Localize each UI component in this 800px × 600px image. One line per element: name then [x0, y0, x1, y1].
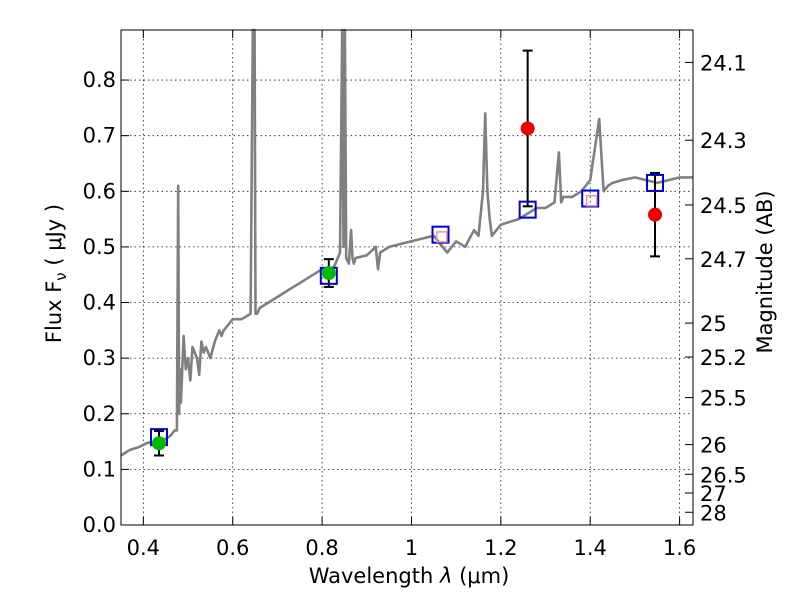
y-tick-label: 0.3: [83, 346, 116, 370]
spectrum-layer: [120, 28, 693, 457]
y-axis-label: Flux Fν ( μJy ): [42, 204, 70, 343]
x-tick-label: 0.8: [305, 536, 338, 560]
y-tick-label: 0.0: [83, 513, 116, 537]
x-tick-label: 1.2: [484, 536, 517, 560]
magnitude-tick-label: 24.5: [700, 194, 747, 218]
magnitude-tick-label: 24.3: [700, 129, 747, 153]
pink-square-marker: [585, 194, 598, 207]
tick-layer: 0.4 0.6 0.8 1 1.2 1.4 1.6 0.0 0.1 0.2 0.3 0.4 0.5 0.6…: [83, 30, 747, 560]
magnitude-tick-label: 25.2: [700, 346, 747, 370]
y-tick-label: 0.2: [83, 402, 116, 426]
magnitude-tick-label: 26: [700, 434, 727, 458]
y-tick-label: 0.4: [83, 291, 116, 315]
x-tick-label: 1.6: [663, 536, 696, 560]
magnitude-tick-label: 28: [700, 501, 727, 525]
magnitude-tick-label: 25: [700, 312, 727, 336]
y-tick-label: 0.6: [83, 179, 116, 203]
y-tick-label: 0.1: [83, 457, 116, 481]
grid-layer: [121, 30, 693, 526]
magnitude-tick-label: 26.5: [700, 463, 747, 487]
observed-flux-point: [321, 266, 336, 281]
y-tick-label: 0.7: [83, 124, 116, 148]
magnitude-tick-label: 24.7: [700, 248, 747, 272]
x-tick-label: 0.4: [127, 536, 160, 560]
x-tick-label: 1: [405, 536, 418, 560]
x-axis-label: Wavelength λ (μm): [309, 564, 510, 588]
model-photometry-square: [518, 200, 537, 219]
marker-layer: [149, 49, 665, 457]
x-tick-label: 0.6: [216, 536, 249, 560]
magnitude-tick-label: 24.1: [700, 51, 747, 75]
observed-flux-point: [151, 436, 166, 451]
y-tick-label: 0.8: [83, 68, 116, 92]
observed-flux-point: [648, 207, 663, 222]
magnitude-tick-label: 25.5: [700, 387, 747, 411]
model-photometry-square: [581, 189, 600, 208]
pink-square-marker: [436, 231, 448, 243]
spectrum-line: [120, 28, 693, 457]
magnitude-tick-label: 27: [700, 482, 727, 506]
model-photometry-square: [431, 225, 450, 244]
model-photometry-square: [646, 173, 665, 192]
plot-frame: [120, 29, 694, 526]
y-tick-label: 0.5: [83, 235, 116, 259]
x-tick-label: 1.4: [574, 536, 607, 560]
observed-flux-point: [520, 121, 535, 136]
magnitude-axis-label: Magnitude (AB): [753, 190, 777, 353]
